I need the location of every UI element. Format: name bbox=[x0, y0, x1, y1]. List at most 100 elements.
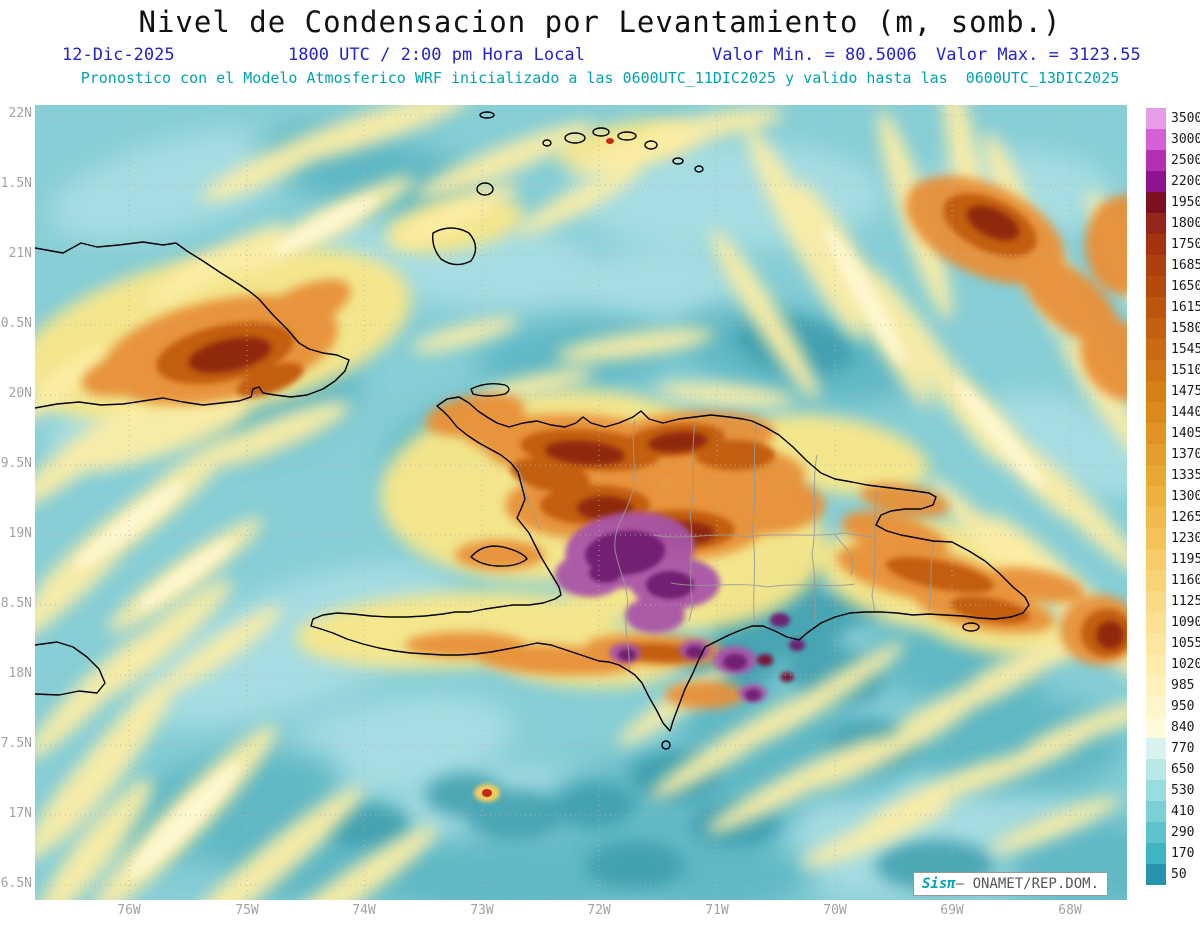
colorbar-row: 3000 bbox=[1146, 129, 1200, 150]
colorbar-swatch bbox=[1146, 507, 1166, 528]
colorbar-swatch bbox=[1146, 444, 1166, 465]
colorbar-swatch bbox=[1146, 759, 1166, 780]
province-border bbox=[652, 532, 874, 538]
field-layer bbox=[585, 530, 805, 701]
colorbar-value: 1020 bbox=[1171, 657, 1200, 672]
colorbar-swatch bbox=[1146, 381, 1166, 402]
colorbar-row: 650 bbox=[1146, 759, 1200, 780]
lat-label: 8.5N bbox=[0, 596, 32, 611]
colorbar-row: 1125 bbox=[1146, 591, 1200, 612]
forecast-date: 12-Dic-2025 bbox=[62, 45, 175, 65]
colorbar-swatch bbox=[1146, 486, 1166, 507]
field-layer bbox=[482, 138, 614, 797]
colorbar-swatch bbox=[1146, 717, 1166, 738]
lon-label: 75W bbox=[235, 903, 259, 918]
colorbar-value: 1750 bbox=[1171, 237, 1200, 252]
turks-island bbox=[694, 165, 704, 173]
watermark: Sisπ– ONAMET/REP.DOM. bbox=[913, 872, 1109, 896]
colorbar-row: 1405 bbox=[1146, 423, 1200, 444]
lon-label: 76W bbox=[117, 903, 141, 918]
gonave-island bbox=[470, 545, 528, 567]
colorbar-swatch bbox=[1146, 171, 1166, 192]
caicos-islands bbox=[542, 127, 684, 165]
lat-label: 9.5N bbox=[0, 456, 32, 471]
coastlines bbox=[34, 111, 1030, 750]
colorbar-row: 290 bbox=[1146, 822, 1200, 843]
colorbar-value: 770 bbox=[1171, 741, 1195, 756]
colorbar-row: 2200 bbox=[1146, 171, 1200, 192]
colorbar-row: 1440 bbox=[1146, 402, 1200, 423]
colorbar-swatch bbox=[1146, 528, 1166, 549]
colorbar-value: 410 bbox=[1171, 804, 1195, 819]
colorbar-row: 1195 bbox=[1146, 549, 1200, 570]
watermark-text: – ONAMET/REP.DOM. bbox=[955, 876, 1100, 892]
colorbar-swatch bbox=[1146, 822, 1166, 843]
colorbar-swatch bbox=[1146, 843, 1166, 864]
colorbar-swatch bbox=[1146, 612, 1166, 633]
field-layer bbox=[74, 195, 1046, 879]
colorbar-value: 950 bbox=[1171, 699, 1195, 714]
colorbar-row: 1750 bbox=[1146, 234, 1200, 255]
colorbar-value: 1440 bbox=[1171, 405, 1200, 420]
department-border bbox=[514, 464, 541, 531]
colorbar-swatch bbox=[1146, 129, 1166, 150]
colorbar-row: 1160 bbox=[1146, 570, 1200, 591]
great-inagua-island bbox=[431, 227, 477, 266]
colorbar-value: 3500 bbox=[1171, 111, 1200, 126]
colorbar-row: 50 bbox=[1146, 864, 1200, 885]
colorbar-row: 1265 bbox=[1146, 507, 1200, 528]
value-max-label: Valor Max. = 3123.55 bbox=[936, 45, 1141, 65]
colorbar-value: 3000 bbox=[1171, 132, 1200, 147]
colorbar-row: 950 bbox=[1146, 696, 1200, 717]
colorbar-row: 1800 bbox=[1146, 213, 1200, 234]
colorbar-swatch bbox=[1146, 570, 1166, 591]
lon-label: 70W bbox=[823, 903, 847, 918]
colorbar-swatch bbox=[1146, 654, 1166, 675]
province-border bbox=[928, 541, 936, 612]
colorbar-row: 2500 bbox=[1146, 150, 1200, 171]
colorbar-value: 1265 bbox=[1171, 510, 1200, 525]
colorbar-row: 1545 bbox=[1146, 339, 1200, 360]
colorbar-value: 1125 bbox=[1171, 594, 1200, 609]
lat-label: 17N bbox=[8, 806, 32, 821]
colorbar-swatch bbox=[1146, 213, 1166, 234]
colorbar-value: 2200 bbox=[1171, 174, 1200, 189]
colorbar-row: 1230 bbox=[1146, 528, 1200, 549]
lat-label: 20N bbox=[8, 386, 32, 401]
lat-label: 0.5N bbox=[0, 316, 32, 331]
lon-label: 73W bbox=[470, 903, 494, 918]
colorbar-swatch bbox=[1146, 549, 1166, 570]
province-border bbox=[834, 534, 854, 576]
saona-island bbox=[962, 622, 980, 632]
field-layer bbox=[188, 205, 1124, 649]
colorbar-swatch bbox=[1146, 318, 1166, 339]
province-border bbox=[670, 582, 856, 588]
colorbar-swatch bbox=[1146, 780, 1166, 801]
colorbar-value: 1545 bbox=[1171, 342, 1200, 357]
colorbar-row: 1615 bbox=[1146, 297, 1200, 318]
colorbar-swatch bbox=[1146, 696, 1166, 717]
province-border bbox=[811, 454, 818, 622]
colorbar-swatch bbox=[1146, 360, 1166, 381]
model-run-line: Pronostico con el Modelo Atmosferico WRF… bbox=[80, 69, 1120, 87]
colorbar-swatch bbox=[1146, 675, 1166, 696]
colorbar-value: 1230 bbox=[1171, 531, 1200, 546]
lat-label: 18N bbox=[8, 666, 32, 681]
colorbar-swatch bbox=[1146, 801, 1166, 822]
colorbar-swatch bbox=[1146, 276, 1166, 297]
colorbar-value: 1370 bbox=[1171, 447, 1200, 462]
colorbar-value: 1650 bbox=[1171, 279, 1200, 294]
colorbar-value: 1950 bbox=[1171, 195, 1200, 210]
colorbar-value: 1300 bbox=[1171, 489, 1200, 504]
province-border bbox=[688, 424, 696, 622]
colorbar-row: 1475 bbox=[1146, 381, 1200, 402]
colorbar-swatch bbox=[1146, 234, 1166, 255]
lat-label: 19N bbox=[8, 526, 32, 541]
colorbar-value: 50 bbox=[1171, 867, 1187, 882]
colorbar-value: 1405 bbox=[1171, 426, 1200, 441]
colorbar-value: 1090 bbox=[1171, 615, 1200, 630]
colorbar-row: 1335 bbox=[1146, 465, 1200, 486]
colorbar-row: 1300 bbox=[1146, 486, 1200, 507]
lat-label: 21N bbox=[8, 246, 32, 261]
